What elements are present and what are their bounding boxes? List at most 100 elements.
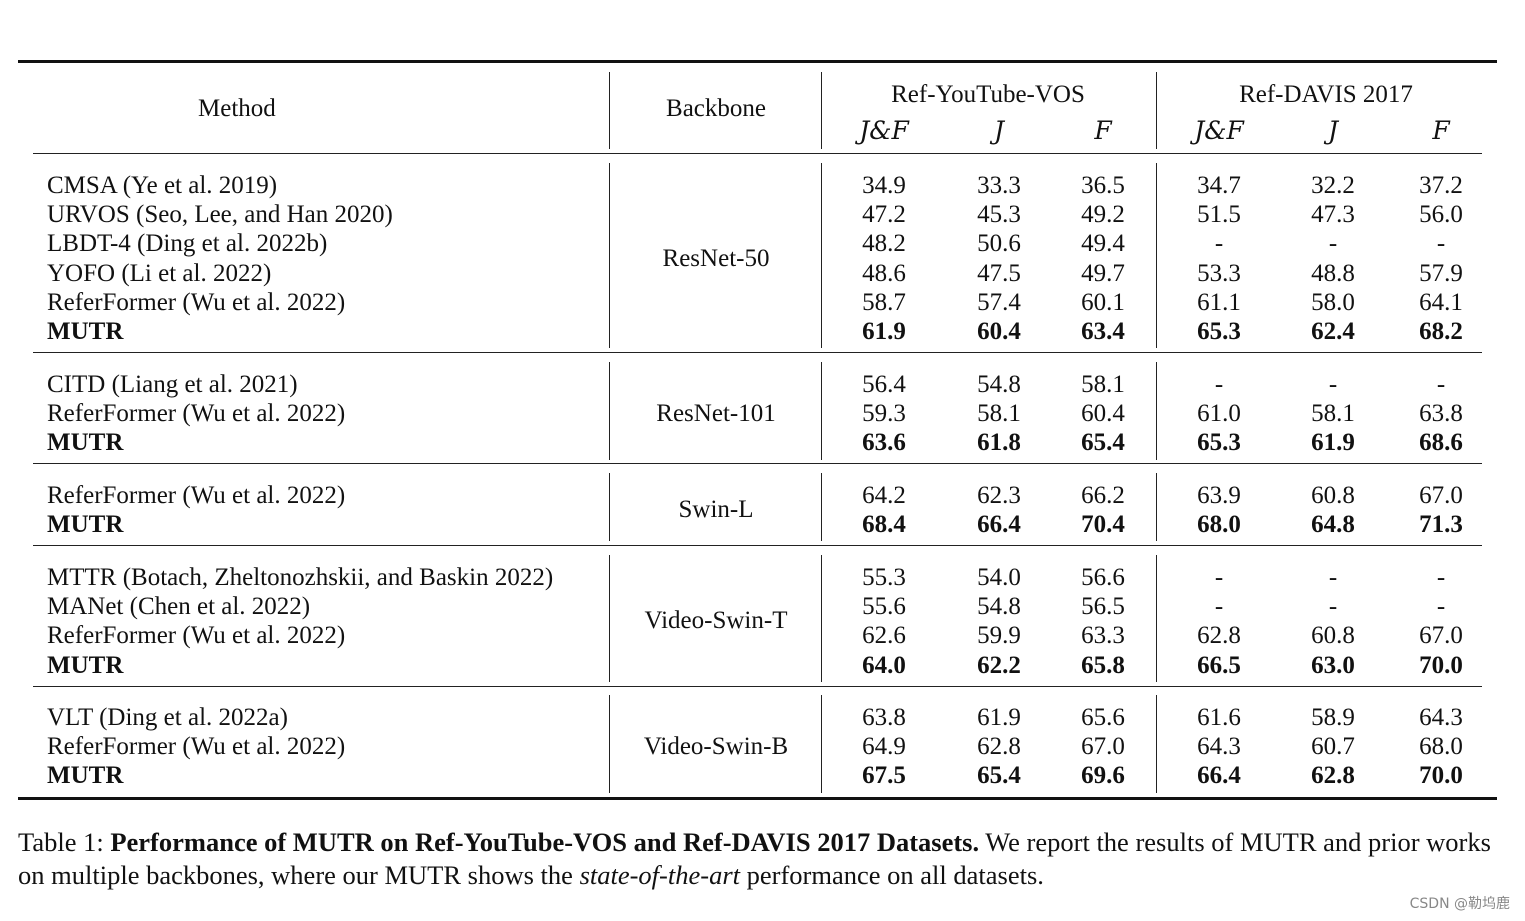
metric-value: 61.9 xyxy=(1311,429,1355,457)
metric-value: 70.0 xyxy=(1419,651,1463,679)
metric-value: 63.4 xyxy=(1081,318,1125,345)
metric-value: 71.3 xyxy=(1419,511,1463,539)
metric-value: 64.8 xyxy=(1311,511,1355,539)
metric-value: 45.3 xyxy=(977,201,1021,229)
metric-value: 65.4 xyxy=(1081,429,1125,457)
metric-value: 67.0 xyxy=(1081,733,1125,761)
metric-value: 64.3 xyxy=(1197,733,1241,761)
method-name: MUTR xyxy=(47,429,124,457)
metric-value: 49.2 xyxy=(1081,201,1125,229)
group-divider xyxy=(821,473,822,542)
header-metric-jf: J&F xyxy=(1194,116,1244,145)
metric-value: 61.1 xyxy=(1197,288,1241,316)
method-name: MTTR (Botach, Zheltonozhskii, and Baskin… xyxy=(47,564,554,591)
metric-value: 58.1 xyxy=(1311,400,1355,428)
metric-value: 55.6 xyxy=(862,593,906,621)
metric-value: 54.0 xyxy=(977,564,1021,591)
caption-text-1: We report the results of MUTR and prior … xyxy=(18,827,1491,890)
metric-value: 65.3 xyxy=(1197,318,1241,345)
metric-value: 47.3 xyxy=(1311,201,1355,229)
metric-value: 47.5 xyxy=(977,259,1021,287)
metric-value: 64.0 xyxy=(862,651,906,679)
group-separator xyxy=(33,545,1482,546)
method-name: MUTR xyxy=(47,318,124,345)
group-divider xyxy=(1156,362,1157,460)
metric-value: - xyxy=(1328,230,1338,258)
method-name: YOFO (Li et al. 2022) xyxy=(47,259,272,287)
metric-value: 58.1 xyxy=(1081,371,1125,398)
metric-value: - xyxy=(1328,564,1338,591)
metric-value: - xyxy=(1328,593,1338,621)
metric-value: 58.9 xyxy=(1311,704,1355,731)
metric-value: 61.9 xyxy=(977,704,1021,731)
header-metric-f: F xyxy=(1432,116,1450,145)
metric-value: 61.9 xyxy=(862,318,906,345)
group-divider xyxy=(821,555,822,682)
metric-value: 66.4 xyxy=(977,511,1021,539)
metric-value: 55.3 xyxy=(862,564,906,591)
backbone-label: ResNet-50 xyxy=(662,244,770,272)
method-name: ReferFormer (Wu et al. 2022) xyxy=(47,400,346,428)
group-divider xyxy=(609,555,610,682)
header-method: Method xyxy=(198,95,276,122)
metric-value: 62.8 xyxy=(977,733,1021,761)
metric-value: 65.3 xyxy=(1197,429,1241,457)
metric-value: 48.6 xyxy=(862,259,906,287)
metric-value: 60.1 xyxy=(1081,288,1125,316)
metric-value: 56.6 xyxy=(1081,564,1125,591)
metric-value: 70.0 xyxy=(1419,762,1463,790)
metric-value: 68.4 xyxy=(862,511,906,539)
table-caption: Table 1: Performance of MUTR on Ref-YouT… xyxy=(18,826,1508,892)
metric-value: 63.6 xyxy=(862,429,906,457)
metric-value: 64.9 xyxy=(862,733,906,761)
metric-value: 48.2 xyxy=(862,230,906,258)
metric-value: 65.4 xyxy=(977,762,1021,790)
metric-value: - xyxy=(1214,593,1224,621)
metric-value: 62.4 xyxy=(1311,318,1355,345)
method-name: URVOS (Seo, Lee, and Han 2020) xyxy=(47,201,393,229)
group-divider xyxy=(609,695,610,793)
metric-value: - xyxy=(1436,371,1446,398)
metric-value: 66.5 xyxy=(1197,651,1241,679)
metric-value: 68.0 xyxy=(1197,511,1241,539)
group-divider xyxy=(1156,163,1157,349)
method-name: LBDT-4 (Ding et al. 2022b) xyxy=(47,230,328,258)
metric-value: 57.4 xyxy=(977,288,1021,316)
metric-value: 60.7 xyxy=(1311,733,1355,761)
metric-value: 56.4 xyxy=(862,371,906,398)
backbone-label: Video-Swin-B xyxy=(643,732,789,760)
metric-value: 59.9 xyxy=(977,622,1021,650)
metric-value: 69.6 xyxy=(1081,762,1125,790)
metric-value: 64.3 xyxy=(1419,704,1463,731)
metric-value: 68.0 xyxy=(1419,733,1463,761)
caption-title: Performance of MUTR on Ref-YouTube-VOS a… xyxy=(110,827,980,857)
metric-value: 64.1 xyxy=(1419,288,1463,316)
group-divider xyxy=(609,473,610,542)
method-name: MUTR xyxy=(47,651,124,679)
method-name: CMSA (Ye et al. 2019) xyxy=(47,172,278,199)
metric-value: 60.8 xyxy=(1311,622,1355,650)
header-metric-jf: J&F xyxy=(859,116,909,145)
metric-value: 67.0 xyxy=(1419,622,1463,650)
header-divider xyxy=(1156,72,1157,149)
top-rule xyxy=(18,60,1497,63)
metric-value: - xyxy=(1214,564,1224,591)
method-name: ReferFormer (Wu et al. 2022) xyxy=(47,733,346,761)
metric-value: 37.2 xyxy=(1419,172,1463,199)
backbone-label: Video-Swin-T xyxy=(644,607,788,635)
metric-value: - xyxy=(1436,593,1446,621)
group-divider xyxy=(821,362,822,460)
metric-value: 66.2 xyxy=(1081,482,1125,509)
watermark: CSDN @勒坞鹿 xyxy=(1409,896,1510,912)
metric-value: 62.8 xyxy=(1197,622,1241,650)
metric-value: 47.2 xyxy=(862,201,906,229)
metric-value: 56.5 xyxy=(1081,593,1125,621)
metric-value: 49.7 xyxy=(1081,259,1125,287)
metric-value: 59.3 xyxy=(862,400,906,428)
backbone-label: Swin-L xyxy=(678,496,754,524)
group-divider xyxy=(609,362,610,460)
metric-value: 58.7 xyxy=(862,288,906,316)
group-divider xyxy=(821,163,822,349)
metric-value: 36.5 xyxy=(1081,172,1125,199)
header-separator xyxy=(33,153,1482,154)
